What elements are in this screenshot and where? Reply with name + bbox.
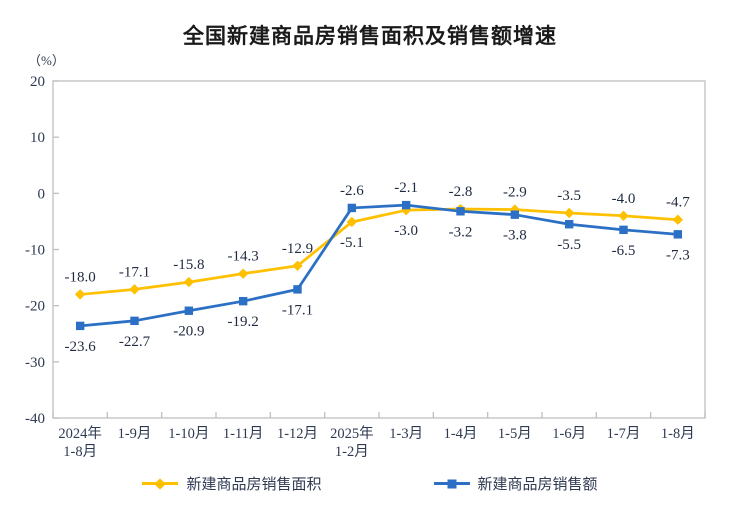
x-category-label: 1-8月 bbox=[661, 426, 695, 442]
data-label: -14.3 bbox=[228, 249, 259, 265]
x-axis: 2024年 1-8月 1-9月 1-10月 1-11月 1-12月 2025年 1-2月 1-3… bbox=[52, 412, 706, 460]
square-marker bbox=[564, 220, 574, 229]
y-tick-label: -10 bbox=[25, 243, 45, 259]
data-label: -5.5 bbox=[557, 237, 581, 253]
data-label: -19.2 bbox=[228, 314, 259, 330]
series-line-sales-area bbox=[80, 207, 678, 296]
data-label: -20.9 bbox=[173, 324, 204, 340]
diamond-marker bbox=[563, 207, 575, 219]
square-marker-icon bbox=[447, 479, 456, 488]
data-label: -3.0 bbox=[394, 223, 418, 239]
square-marker bbox=[75, 321, 85, 331]
legend-item-sales-area: 新建商品房销售面积 bbox=[142, 473, 322, 494]
legend-label-sales-value: 新建商品房销售额 bbox=[477, 477, 598, 493]
sales-area-line-icon bbox=[142, 477, 179, 490]
data-label: -4.7 bbox=[666, 195, 690, 211]
x-category-label: 1-7月 bbox=[607, 426, 641, 442]
square-marker bbox=[293, 285, 302, 294]
line-chart: 20 10 0 -10 -20 -30 -40 2024年 1-8月 1-9月 1-10月 1-11月… bbox=[25, 74, 706, 460]
y-axis-unit-label: （%） bbox=[28, 53, 65, 68]
plot-border bbox=[52, 80, 706, 419]
data-label: -23.6 bbox=[65, 339, 97, 355]
y-tick-label: -30 bbox=[25, 355, 45, 371]
diamond-marker bbox=[618, 210, 629, 221]
diamond-marker-icon bbox=[154, 477, 167, 490]
data-label: -3.2 bbox=[449, 224, 473, 240]
diamond-marker bbox=[237, 268, 249, 279]
x-category-label: 1-3月 bbox=[389, 426, 423, 442]
square-marker bbox=[347, 203, 357, 213]
diamond-marker bbox=[292, 260, 303, 271]
data-label: -2.6 bbox=[340, 183, 364, 199]
data-label: -12.9 bbox=[282, 241, 313, 257]
chart-legend: 新建商品房销售面积 新建商品房销售额 bbox=[0, 473, 740, 494]
series-data-labels-sales-value: -23.6 -22.7 -20.9 -19.2 -17.1 -2.6 -2.1 -3.2 -3.… bbox=[65, 180, 690, 355]
y-tick-label: 0 bbox=[38, 186, 46, 202]
y-tick-label: -40 bbox=[25, 411, 45, 427]
diamond-marker bbox=[74, 289, 86, 300]
x-category-label: 1-8月 bbox=[63, 444, 97, 460]
x-category-label: 1-11月 bbox=[223, 426, 264, 442]
diamond-marker bbox=[672, 214, 684, 225]
data-label: -3.8 bbox=[503, 228, 527, 244]
x-category-label: 1-2月 bbox=[335, 444, 369, 460]
square-marker bbox=[456, 207, 465, 216]
data-label: -15.8 bbox=[173, 257, 204, 273]
chart-title: 全国新建商品房销售面积及销售额增速 bbox=[183, 25, 557, 48]
data-label: -22.7 bbox=[119, 334, 151, 350]
diamond-marker bbox=[346, 216, 358, 228]
data-label: -2.9 bbox=[503, 185, 527, 201]
diamond-marker bbox=[129, 284, 140, 295]
square-marker bbox=[401, 200, 411, 210]
x-category-label: 1-4月 bbox=[444, 426, 478, 442]
series-line-sales-value bbox=[80, 203, 678, 328]
square-marker bbox=[510, 210, 520, 219]
data-label: -2.8 bbox=[449, 184, 473, 200]
y-tick-label: 10 bbox=[30, 130, 45, 146]
data-label: -5.1 bbox=[340, 235, 364, 251]
legend-item-sales-value: 新建商品房销售额 bbox=[433, 473, 598, 494]
data-label: -6.5 bbox=[612, 243, 636, 259]
data-label: -7.3 bbox=[666, 247, 690, 263]
x-category-label: 1-5月 bbox=[498, 426, 532, 442]
x-category-label: 2024年 bbox=[58, 425, 102, 442]
legend-label-sales-area: 新建商品房销售面积 bbox=[186, 477, 322, 493]
square-marker bbox=[619, 225, 628, 235]
data-label: -17.1 bbox=[119, 264, 150, 280]
square-marker bbox=[673, 230, 683, 239]
series-markers-sales-value bbox=[75, 200, 683, 331]
data-label: -17.1 bbox=[282, 302, 313, 318]
x-category-label: 1-9月 bbox=[118, 426, 152, 442]
diamond-marker bbox=[183, 276, 195, 288]
data-label: -2.1 bbox=[394, 180, 418, 196]
data-label: -3.5 bbox=[557, 188, 581, 204]
x-category-label: 1-6月 bbox=[552, 426, 586, 442]
x-category-label: 1-12月 bbox=[277, 426, 318, 442]
sales-value-line-icon bbox=[433, 479, 470, 488]
y-tick-label: -20 bbox=[25, 299, 45, 315]
data-label: -4.0 bbox=[612, 191, 636, 207]
square-marker bbox=[130, 316, 139, 326]
series-data-labels-sales-area: -18.0 -17.1 -15.8 -14.3 -12.9 -5.1 -3.0 -2.8 -2.… bbox=[65, 184, 691, 285]
x-category-label: 2025年 bbox=[330, 425, 374, 442]
y-axis: 20 10 0 -10 -20 -30 -40 bbox=[25, 74, 59, 427]
data-label: -18.0 bbox=[65, 269, 96, 285]
square-marker bbox=[184, 306, 194, 315]
square-marker bbox=[238, 296, 248, 306]
x-category-label: 1-10月 bbox=[168, 426, 209, 442]
y-tick-label: 20 bbox=[30, 74, 45, 90]
